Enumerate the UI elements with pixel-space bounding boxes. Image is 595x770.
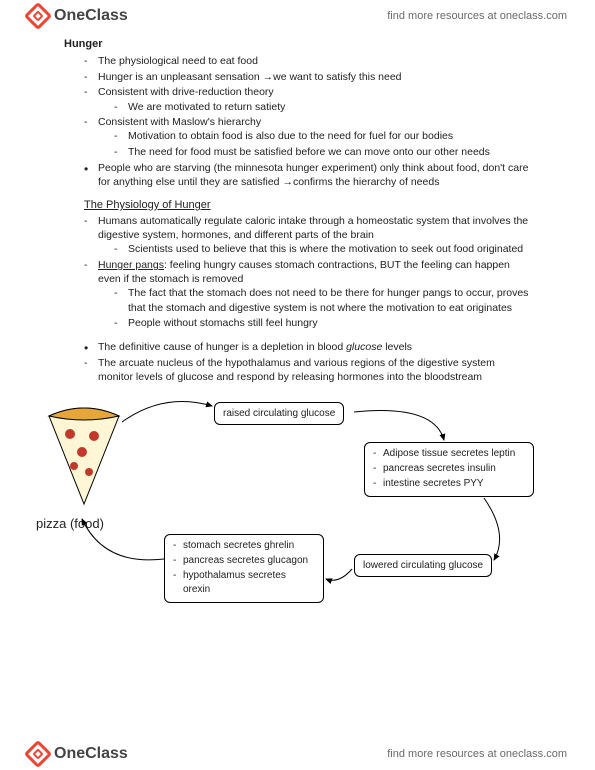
brand-logo: OneClass xyxy=(28,744,128,764)
brand-name: OneClass xyxy=(54,7,128,25)
list-item: People without stomachs still feel hungr… xyxy=(114,316,531,330)
list-item: Hunger is an unpleasant sensationwe want… xyxy=(84,70,531,84)
list-item: Scientists used to believe that this is … xyxy=(114,242,531,256)
list-item: The physiological need to eat food xyxy=(84,54,531,68)
header-tagline: find more resources at oneclass.com xyxy=(387,10,567,22)
logo-icon xyxy=(24,2,52,30)
brand-logo: OneClass xyxy=(28,6,128,26)
list-item: The fact that the stomach does not need … xyxy=(114,286,531,314)
list-item: The definitive cause of hunger is a depl… xyxy=(84,340,531,354)
page-title: Hunger xyxy=(64,38,531,50)
hunger-list: The physiological need to eat food Hunge… xyxy=(84,54,531,189)
section-heading: The Physiology of Hunger xyxy=(84,199,531,211)
glucose-list: The definitive cause of hunger is a depl… xyxy=(84,340,531,384)
brand-name: OneClass xyxy=(54,745,128,763)
list-item: Humans automatically regulate caloric in… xyxy=(84,214,531,257)
list-item: Hunger pangs: feeling hungry causes stom… xyxy=(84,258,531,330)
list-item: Motivation to obtain food is also due to… xyxy=(114,129,531,143)
diagram-arrows xyxy=(64,394,544,614)
header: OneClass find more resources at oneclass… xyxy=(0,0,595,32)
logo-icon xyxy=(24,740,52,768)
list-item: The need for food must be satisfied befo… xyxy=(114,145,531,159)
list-item: Consistent with Maslow's hierarchy Motiv… xyxy=(84,115,531,159)
list-item: The arcuate nucleus of the hypothalamus … xyxy=(84,356,531,384)
list-item: People who are starving (the minnesota h… xyxy=(84,161,531,189)
footer-tagline: find more resources at oneclass.com xyxy=(387,748,567,760)
document-body: Hunger The physiological need to eat foo… xyxy=(0,32,595,624)
list-item: We are motivated to return satiety xyxy=(114,100,531,114)
hunger-cycle-diagram: pizza (food) raised circulating glucose … xyxy=(64,394,531,624)
physiology-list: Humans automatically regulate caloric in… xyxy=(84,214,531,330)
footer: OneClass find more resources at oneclass… xyxy=(0,738,595,770)
list-item: Consistent with drive-reduction theory W… xyxy=(84,85,531,113)
